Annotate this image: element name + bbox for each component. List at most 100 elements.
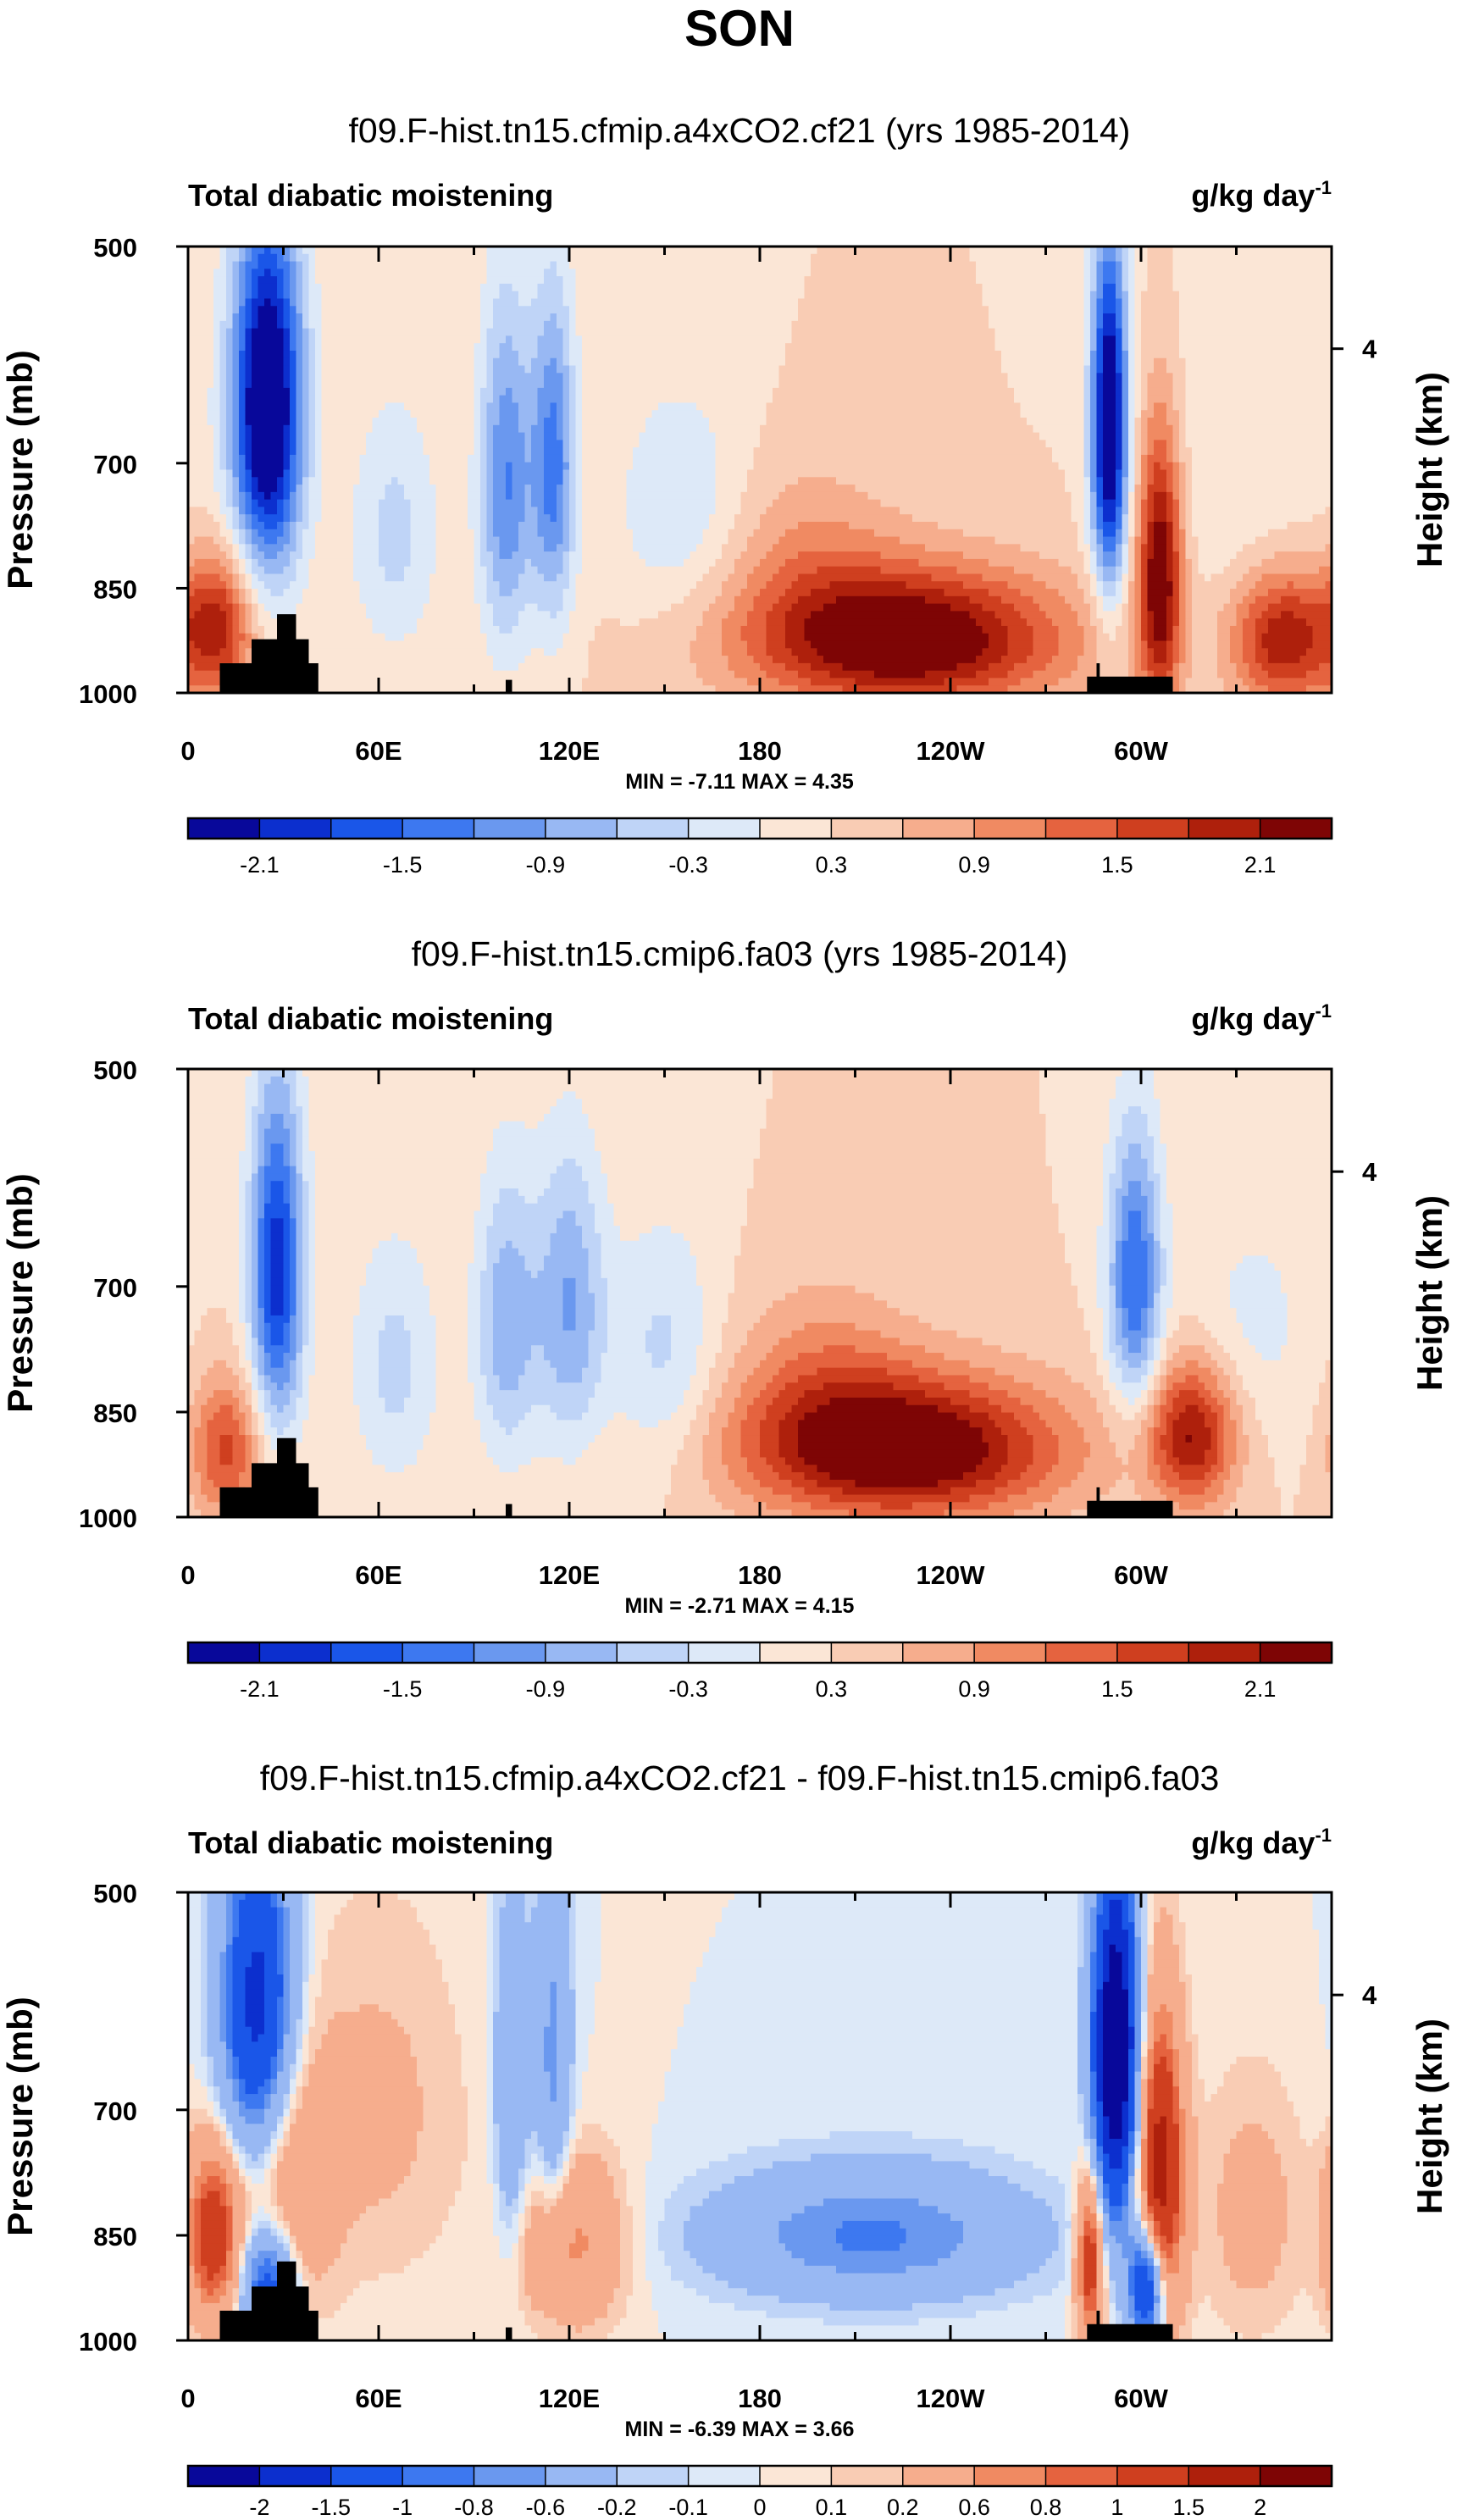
field-cell (346, 395, 354, 404)
field-cell (435, 424, 443, 434)
field-cell (442, 283, 450, 292)
field-cell (258, 395, 265, 404)
field-cell (213, 269, 221, 277)
field-cell (232, 440, 240, 448)
field-cell (480, 507, 488, 515)
field-cell (328, 395, 335, 404)
field-cell (226, 573, 234, 582)
field-cell (620, 662, 628, 672)
field-cell (226, 335, 234, 344)
field-cell (423, 335, 430, 344)
field-cell (270, 611, 278, 619)
field-cell (213, 424, 221, 434)
field-cell (639, 640, 646, 649)
field-cell (531, 365, 539, 374)
field-cell (442, 648, 450, 656)
field-cell (423, 625, 430, 634)
field-cell (435, 328, 443, 336)
field-cell (410, 656, 418, 664)
field-cell (359, 454, 367, 463)
field-cell (226, 529, 234, 538)
field-cell (435, 648, 443, 656)
field-cell (493, 298, 501, 307)
field-cell (562, 306, 570, 314)
field-cell (582, 440, 590, 448)
field-cell (219, 320, 227, 330)
field-cell (645, 269, 653, 277)
field-cell (385, 387, 392, 396)
field-cell (245, 365, 252, 374)
field-cell (537, 261, 545, 269)
field-cell (404, 656, 412, 664)
field-cell (696, 581, 704, 590)
field-cell (639, 573, 646, 582)
field-cell (702, 544, 710, 552)
field-cell (448, 640, 456, 649)
field-cell (372, 648, 379, 656)
field-cell (620, 350, 628, 359)
field-cell (366, 432, 374, 440)
field-cell (366, 261, 374, 269)
field-cell (290, 447, 297, 456)
field-cell (633, 276, 640, 285)
field-cell (569, 440, 577, 448)
field-cell (442, 670, 450, 679)
field-cell (435, 656, 443, 664)
field-cell (474, 573, 481, 582)
field-cell (664, 573, 672, 582)
field-cell (518, 685, 526, 694)
field-cell (277, 261, 285, 269)
field-cell (321, 551, 329, 560)
field-cell (569, 350, 577, 359)
field-cell (607, 328, 615, 336)
field-cell (557, 246, 564, 255)
field-cell (582, 499, 590, 508)
field-cell (201, 521, 208, 530)
field-cell (308, 313, 316, 322)
field-cell (550, 320, 557, 330)
field-cell (302, 343, 310, 352)
field-cell (302, 551, 310, 560)
field-cell (372, 521, 379, 530)
field-cell (537, 656, 545, 664)
field-cell (328, 625, 335, 634)
field-cell (557, 395, 564, 404)
field-cell (569, 499, 577, 508)
field-cell (690, 380, 697, 389)
field-cell (480, 373, 488, 381)
field-cell (550, 357, 557, 367)
field-cell (391, 462, 399, 471)
field-cell (607, 350, 615, 359)
field-cell (493, 529, 501, 538)
field-cell (518, 514, 526, 523)
field-cell (423, 283, 430, 292)
field-cell (290, 432, 297, 440)
field-cell (435, 551, 443, 560)
field-cell (270, 454, 278, 463)
field-cell (277, 350, 285, 359)
field-cell (188, 477, 196, 485)
field-cell (518, 529, 526, 538)
field-cell (252, 424, 259, 434)
field-cell (702, 485, 710, 493)
field-cell (468, 656, 475, 664)
field-cell (658, 603, 666, 612)
field-cells (188, 246, 1332, 694)
field-cell (194, 328, 202, 336)
field-cell (213, 328, 221, 336)
field-cell (429, 335, 437, 344)
field-cell (423, 595, 430, 605)
field-cell (633, 477, 640, 485)
field-cell (239, 418, 246, 426)
field-cell (372, 544, 379, 552)
field-cell (658, 410, 666, 418)
field-cell (442, 566, 450, 575)
field-cell (423, 440, 430, 448)
field-cell (537, 291, 545, 300)
field-cell (194, 410, 202, 418)
field-cell (696, 678, 704, 686)
field-cell (194, 447, 202, 456)
field-cell (435, 365, 443, 374)
field-cell (651, 269, 659, 277)
field-cell (474, 491, 481, 501)
